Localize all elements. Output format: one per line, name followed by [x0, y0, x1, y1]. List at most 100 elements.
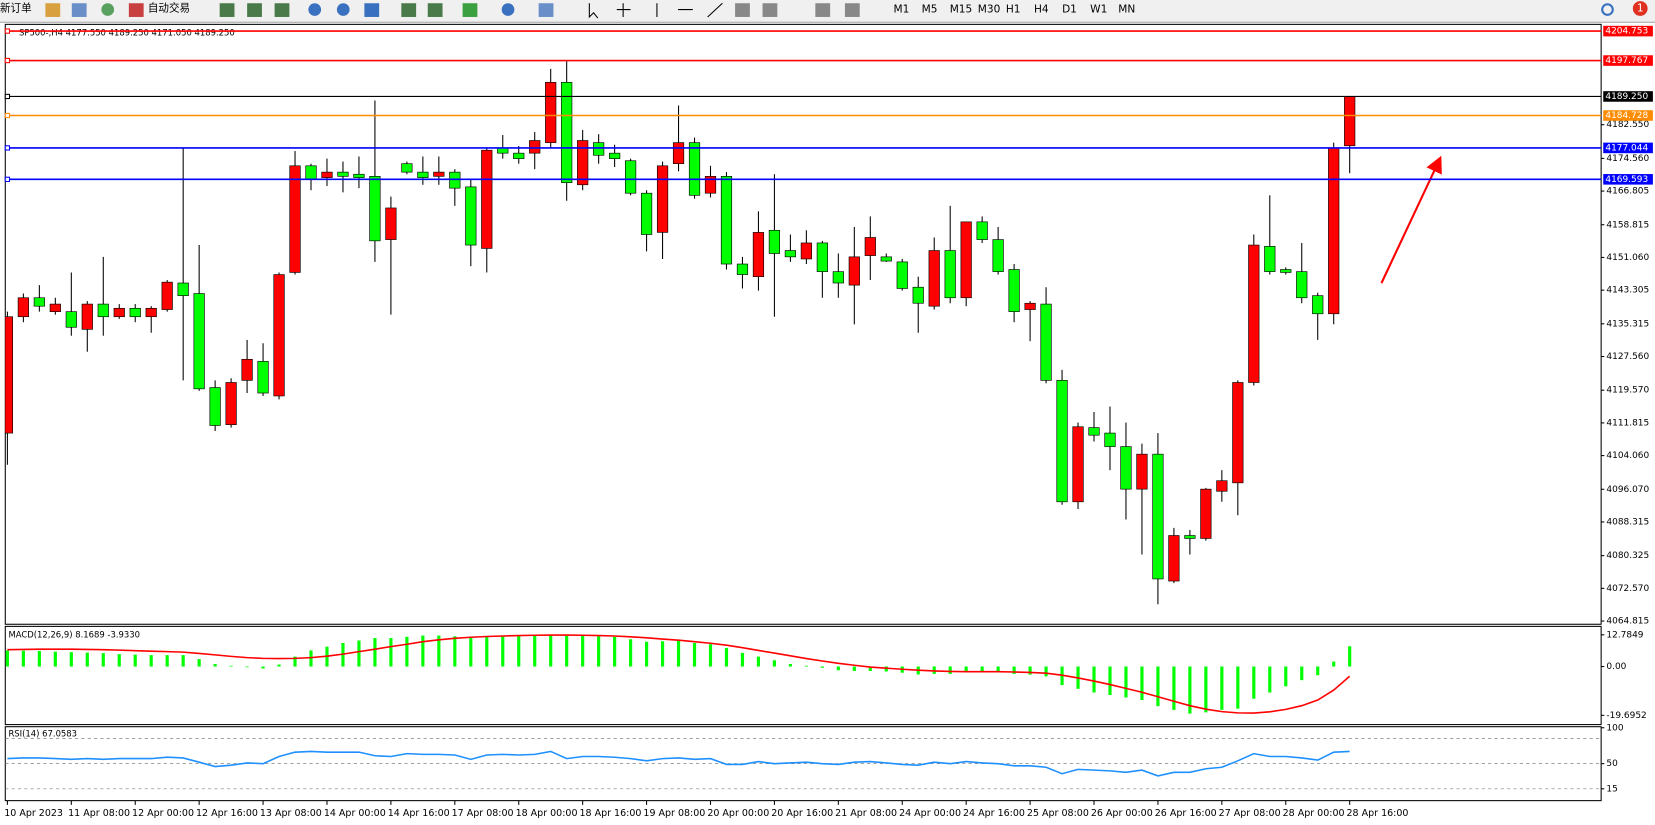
timeframe-button[interactable]: M15 [950, 4, 973, 16]
histogram-bar [756, 656, 761, 667]
candles [5, 61, 1356, 605]
candle-body [816, 242, 828, 272]
histogram-bar [117, 654, 121, 667]
icon[interactable] [401, 3, 417, 17]
zoom-out[interactable] [336, 3, 350, 16]
candle-body [1088, 427, 1100, 436]
candle-body [273, 274, 285, 397]
candle-body [1248, 244, 1260, 383]
level-label-box [1603, 25, 1653, 37]
candle-body [369, 176, 381, 242]
icon[interactable] [462, 3, 478, 17]
histogram-bar [1236, 666, 1240, 709]
timeframe-button[interactable]: H4 [1034, 4, 1049, 16]
x-tick-label: 12 Apr 16:00 [196, 808, 258, 819]
draw-tools[interactable] [656, 2, 723, 18]
histogram-bar [1044, 666, 1048, 677]
timeframe-button[interactable]: D1 [1062, 4, 1077, 16]
candle-body [1152, 453, 1164, 580]
histogram-bar [133, 654, 137, 667]
candle-body [768, 229, 781, 254]
candle-body [609, 152, 621, 159]
icon[interactable] [101, 3, 115, 16]
auto-trading-icon[interactable] [128, 3, 144, 17]
zoom-in[interactable] [308, 3, 322, 16]
candle-body [145, 307, 157, 318]
y-tick-label: 4143.305 [1606, 286, 1649, 296]
timeframe-button[interactable]: M5 [922, 4, 938, 16]
histogram-bar [708, 644, 713, 667]
crosshair-tool[interactable] [616, 3, 631, 17]
auto-trading-button[interactable]: 自动交易 [148, 2, 190, 15]
histogram-bar [1028, 666, 1032, 675]
x-tick-label: 11 Apr 08:00 [68, 808, 130, 819]
histogram-bar [21, 650, 25, 667]
level-label: 4204.753 [1605, 27, 1648, 37]
candle-body [529, 140, 541, 154]
x-tick-label: 26 Apr 00:00 [1091, 808, 1153, 819]
candle-body [928, 250, 940, 307]
candle-body [1040, 303, 1052, 381]
candle-body [848, 256, 860, 286]
y-tick-label: 4166.805 [1606, 187, 1649, 197]
new-order-button[interactable]: 新订单 [0, 2, 32, 15]
y-tick-label: 4135.315 [1606, 319, 1649, 329]
histogram-bar [437, 635, 441, 667]
cursor-tool[interactable] [588, 3, 599, 19]
y-tick-label: 4182.550 [1606, 120, 1649, 130]
search[interactable] [1601, 3, 1614, 16]
icon[interactable] [219, 3, 235, 17]
histogram-bar [629, 639, 633, 667]
histogram-bar [485, 636, 489, 667]
candle-body [1056, 380, 1068, 503]
histogram-bar [213, 664, 217, 667]
histogram-bar [1220, 666, 1224, 710]
candle-body [1328, 147, 1340, 315]
level-label: 4189.250 [1605, 92, 1648, 102]
histogram-bar [1124, 666, 1128, 698]
x-tick-label: 24 Apr 16:00 [963, 808, 1025, 819]
histogram-bar [1284, 666, 1288, 687]
annotation-arrow [1380, 155, 1442, 284]
candle-body [944, 250, 956, 299]
icon[interactable] [274, 3, 290, 17]
timeframe-button[interactable]: W1 [1090, 4, 1107, 16]
icon[interactable] [427, 3, 443, 17]
notification-badge[interactable] [1632, 1, 1648, 16]
icon[interactable] [71, 3, 87, 17]
x-tick-label: 26 Apr 16:00 [1155, 808, 1217, 819]
price-pane [4, 23, 1602, 625]
icon[interactable] [735, 3, 750, 17]
candle-body [1024, 302, 1036, 310]
candle-body [193, 293, 205, 390]
x-tick-label: 19 Apr 08:00 [643, 808, 705, 819]
icon[interactable] [364, 3, 380, 17]
icon[interactable] [501, 3, 515, 16]
timeframe-button[interactable]: H1 [1006, 4, 1021, 16]
timeframe-button[interactable]: M30 [978, 4, 1001, 16]
y-tick-label: 4127.560 [1606, 352, 1649, 362]
candle-body [305, 165, 317, 181]
level-label-box [1603, 174, 1653, 185]
candle-body [33, 297, 45, 307]
icon[interactable] [844, 3, 860, 17]
icon[interactable] [247, 3, 262, 17]
candle-body [784, 250, 796, 258]
icon[interactable] [45, 3, 61, 17]
candle-body [832, 271, 844, 284]
icon[interactable] [762, 3, 778, 17]
x-tick-label: 13 Apr 08:00 [260, 808, 322, 819]
candle-body [1296, 271, 1308, 299]
histogram-bar [1252, 666, 1256, 699]
histogram-bar [309, 650, 313, 667]
candle-body [1136, 453, 1148, 490]
histogram-bar [293, 656, 297, 667]
y-tick-label: 4064.815 [1606, 617, 1649, 627]
y-tick-label: 4119.570 [1606, 386, 1649, 396]
timeframe-button[interactable]: M1 [894, 4, 910, 16]
icon[interactable] [815, 3, 831, 17]
timeframe-button[interactable]: MN [1118, 4, 1135, 16]
y-tick-label: 4088.315 [1606, 517, 1649, 527]
candle-body [688, 142, 701, 196]
icon[interactable] [538, 3, 554, 17]
